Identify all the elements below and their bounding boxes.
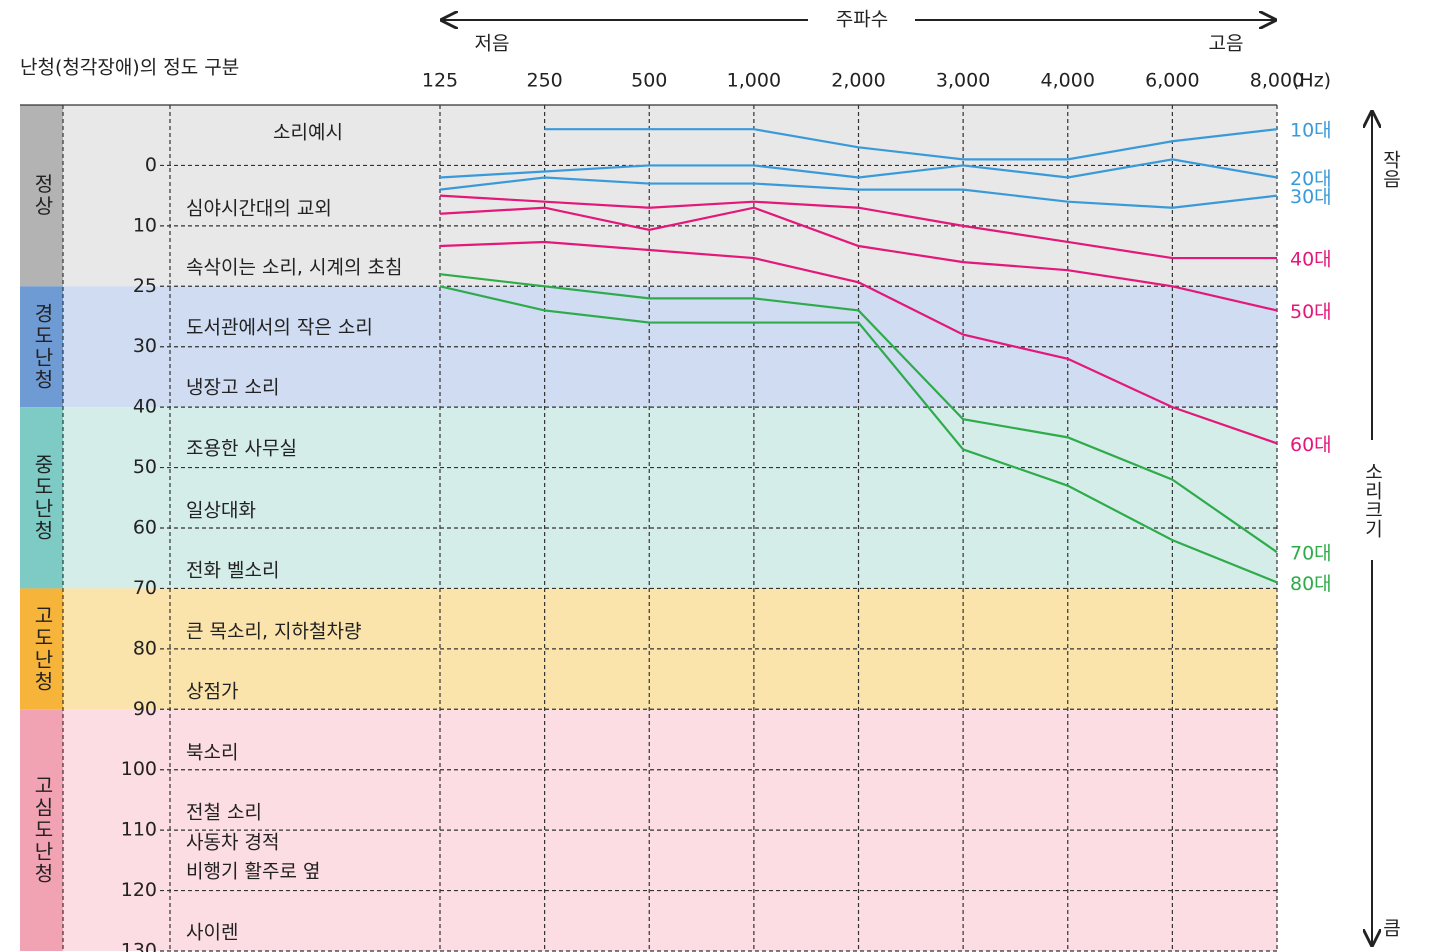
y-tick-label: 100 xyxy=(121,758,157,780)
example-label: 사동차 경적 xyxy=(186,832,279,854)
example-label: 전화 벨소리 xyxy=(186,560,279,582)
series-line xyxy=(439,273,1278,554)
band-label: 고심도난청 xyxy=(31,775,55,885)
series-line xyxy=(439,206,1278,312)
series-label: 70대 xyxy=(1290,543,1332,565)
series-label: 20대 xyxy=(1290,168,1332,190)
examples-title: 소리예시 xyxy=(273,122,343,144)
example-label: 상점가 xyxy=(186,681,238,703)
series-label: 30대 xyxy=(1290,186,1332,208)
y-tick-label: 120 xyxy=(121,879,157,901)
example-label: 심야시간대의 교외 xyxy=(186,198,332,220)
x-tick-label: 125 xyxy=(422,70,458,92)
y-tick-label: 30 xyxy=(133,335,157,357)
series-label: 40대 xyxy=(1290,249,1332,271)
band-label-bg xyxy=(20,588,63,710)
example-label: 도서관에서의 작은 소리 xyxy=(186,317,373,339)
example-label: 속삭이는 소리, 시계의 초침 xyxy=(186,257,402,279)
series-line xyxy=(439,194,1277,260)
y-top-label: 작음 xyxy=(1380,150,1402,188)
example-label: 북소리 xyxy=(186,742,238,764)
series-line xyxy=(439,158,1278,179)
x-tick-label: 8,000 xyxy=(1250,70,1304,92)
series-line xyxy=(544,128,1278,161)
x-tick-label: 3,000 xyxy=(936,70,990,92)
example-label: 조용한 사무실 xyxy=(186,438,297,460)
x-low-label: 저음 xyxy=(475,33,510,55)
y-tick-label: 0 xyxy=(145,154,157,176)
y-tick-label: 110 xyxy=(121,819,157,841)
band-label-bg xyxy=(20,286,63,408)
series-label: 50대 xyxy=(1290,301,1332,323)
chart-title: 난청(청각장애)의 정도 구분 xyxy=(20,57,239,79)
example-label: 큰 목소리, 지하철차량 xyxy=(186,621,361,643)
series-line xyxy=(439,176,1278,209)
x-tick-label: 1,000 xyxy=(727,70,781,92)
band-label: 경도난청 xyxy=(31,302,55,390)
x-tick-label: 6,000 xyxy=(1145,70,1199,92)
x-unit: (Hz) xyxy=(1292,70,1331,92)
band-label-bg xyxy=(20,407,63,589)
band-label: 고도난청 xyxy=(31,605,55,693)
y-tick-label: 70 xyxy=(133,577,157,599)
band-bg xyxy=(63,407,1277,589)
example-label: 사이렌 xyxy=(186,922,238,944)
y-tick-label: 80 xyxy=(133,637,157,659)
y-axis-title: 소리크기 xyxy=(1362,462,1384,538)
x-axis-title: 주파수 xyxy=(836,9,888,31)
x-tick-label: 500 xyxy=(631,70,667,92)
x-high-label: 고음 xyxy=(1209,33,1244,55)
series-line xyxy=(439,240,1278,445)
y-tick-label: 90 xyxy=(133,698,157,720)
y-tick-label: 25 xyxy=(133,275,157,297)
example-label: 일상대화 xyxy=(186,500,256,522)
x-tick-label: 2,000 xyxy=(831,70,885,92)
y-bottom-label: 큼 xyxy=(1380,918,1402,937)
y-tick-label: 60 xyxy=(133,517,157,539)
band-bg xyxy=(63,105,1277,287)
y-tick-label: 130 xyxy=(121,940,157,952)
band-label: 정상 xyxy=(31,173,55,217)
x-tick-label: 4,000 xyxy=(1041,70,1095,92)
series-line xyxy=(439,285,1278,584)
band-label-bg xyxy=(20,105,63,287)
band-label: 중도난청 xyxy=(31,454,55,542)
band-label-bg xyxy=(20,709,63,951)
y-tick-label: 40 xyxy=(133,396,157,418)
example-label: 냉장고 소리 xyxy=(186,377,279,399)
x-tick-label: 250 xyxy=(526,70,562,92)
y-tick-label: 10 xyxy=(133,214,157,236)
example-label: 비행기 활주로 옆 xyxy=(186,861,320,883)
series-label: 80대 xyxy=(1290,573,1332,595)
example-label: 전철 소리 xyxy=(186,802,262,824)
y-tick-label: 50 xyxy=(133,456,157,478)
series-label: 60대 xyxy=(1290,434,1332,456)
series-label: 10대 xyxy=(1290,120,1332,142)
